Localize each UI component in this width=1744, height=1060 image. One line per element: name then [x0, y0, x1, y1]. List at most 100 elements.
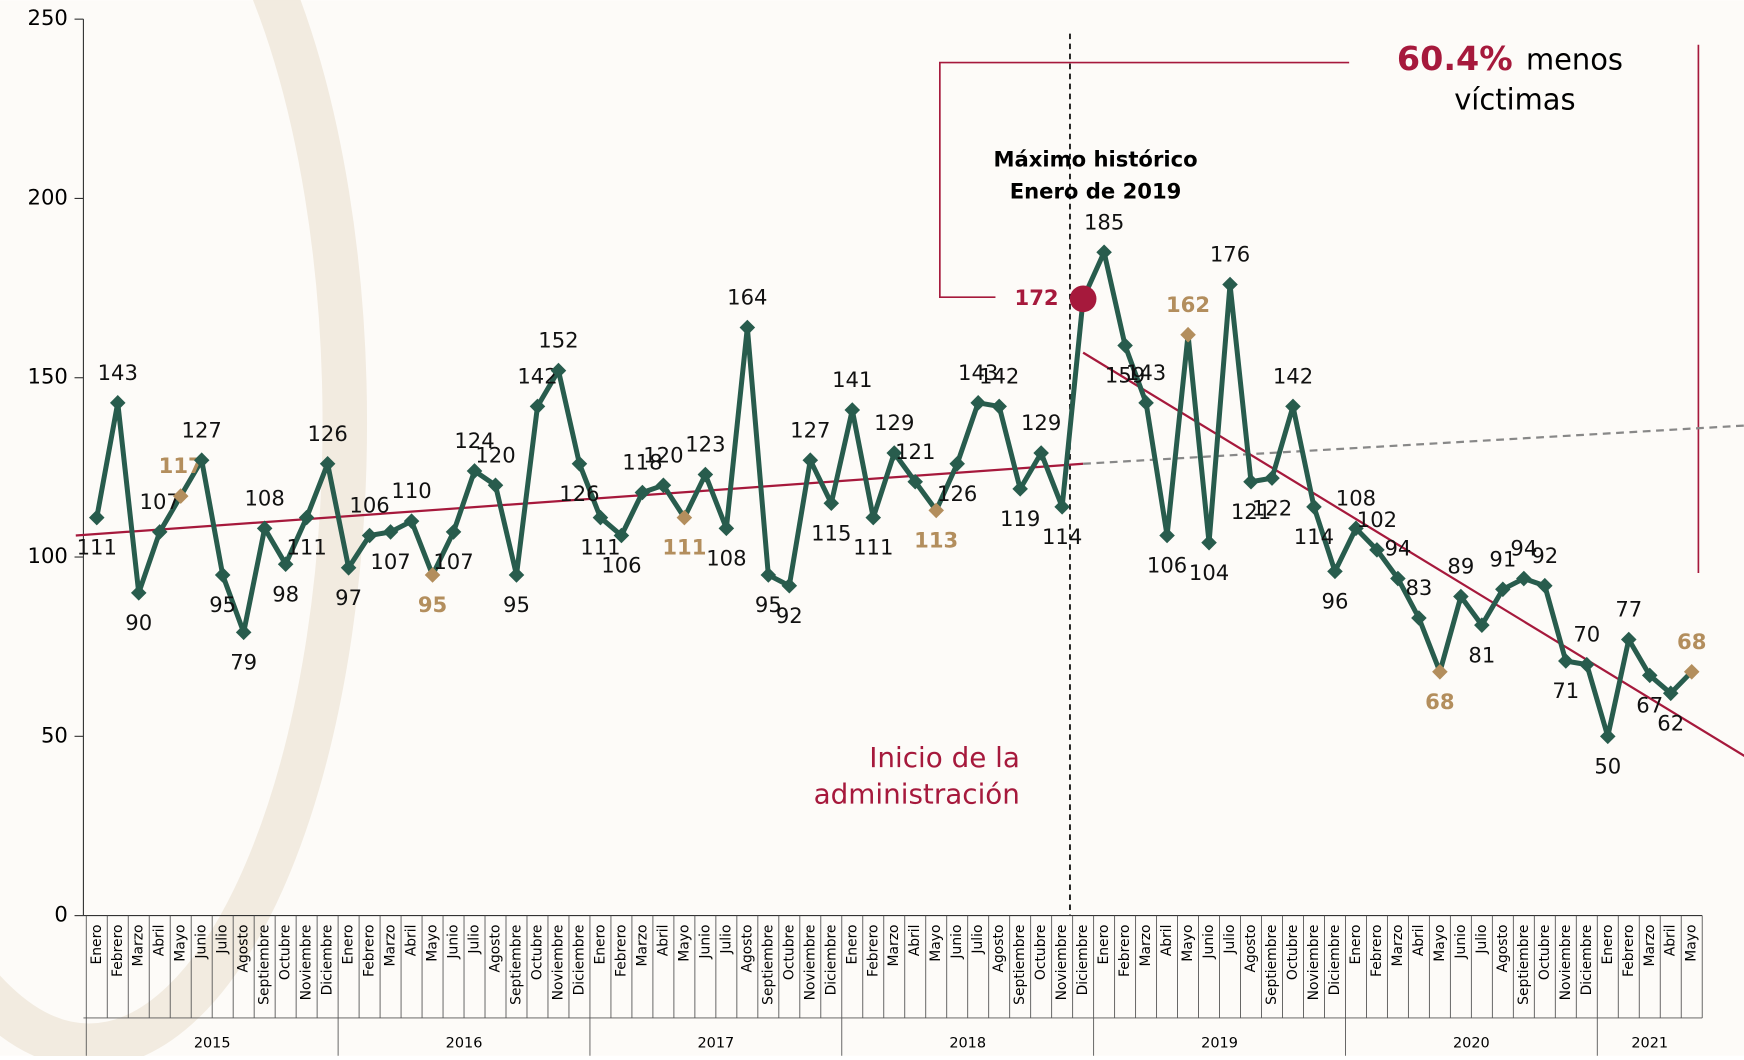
value-label: 120	[643, 442, 683, 467]
x-tick-label: Enero	[341, 925, 357, 965]
value-label: 143	[98, 360, 138, 385]
value-label: 92	[1531, 543, 1558, 568]
value-label: 143	[1126, 360, 1166, 385]
x-tick-label: Abril	[655, 925, 671, 957]
x-tick-label: Febrero	[613, 925, 629, 977]
value-label: 114	[1042, 524, 1082, 549]
x-tick-label: Julio	[215, 925, 231, 955]
value-label: 95	[503, 592, 530, 617]
x-tick-label: Mayo	[1684, 925, 1700, 962]
value-label: 97	[335, 585, 362, 610]
value-label: 79	[230, 649, 257, 674]
x-tick-label: Agosto	[488, 925, 504, 973]
x-tick-label: Abril	[404, 925, 420, 957]
x-tick-label: Marzo	[383, 925, 399, 967]
x-tick-label: Octubre	[1033, 925, 1049, 981]
x-tick-label: Agosto	[1495, 925, 1511, 973]
x-tick-label: Noviembre	[1054, 925, 1070, 1001]
x-tick-label: Febrero	[1369, 925, 1385, 977]
x-tick-label: Mayo	[1432, 925, 1448, 962]
x-tick-label: Mayo	[1180, 925, 1196, 962]
x-tick-label: Abril	[907, 925, 923, 957]
value-label: 142	[979, 364, 1019, 389]
x-tick-label: Octubre	[781, 925, 797, 981]
value-label: 162	[1166, 292, 1210, 317]
value-label: 141	[832, 367, 872, 392]
value-label: 81	[1468, 642, 1495, 667]
x-tick-label: Junio	[1453, 925, 1469, 960]
value-label: 122	[1252, 495, 1292, 520]
value-label: 90	[125, 610, 152, 635]
x-tick-label: Noviembre	[299, 925, 315, 1001]
x-tick-label: Septiembre	[760, 925, 776, 1005]
value-label: 111	[853, 535, 893, 560]
x-tick-label: Junio	[949, 925, 965, 960]
value-label: 126	[307, 421, 347, 446]
x-tick-label: Diciembre	[1075, 925, 1091, 996]
value-label: 127	[790, 417, 830, 442]
x-tick-label: Diciembre	[571, 925, 587, 996]
year-label: 2016	[446, 1036, 483, 1052]
x-tick-label: Mayo	[173, 925, 189, 962]
year-label: 2015	[194, 1036, 231, 1052]
value-label: 185	[1084, 209, 1124, 234]
y-tick-label: 0	[54, 902, 67, 927]
x-tick-label: Enero	[89, 925, 105, 965]
x-tick-label: Agosto	[991, 925, 1007, 973]
value-label: 111	[662, 535, 706, 560]
value-label: 127	[182, 417, 222, 442]
value-label: 68	[1425, 689, 1454, 714]
value-label: 107	[433, 549, 473, 574]
value-label: 95	[209, 592, 236, 617]
x-tick-label: Mayo	[425, 925, 441, 962]
x-tick-label: Marzo	[1642, 925, 1658, 967]
annotation: Inicio de la	[869, 741, 1020, 774]
x-tick-label: Diciembre	[1327, 925, 1343, 996]
value-label: 98	[272, 581, 299, 606]
x-tick-label: Marzo	[634, 925, 650, 967]
highlight-marker	[1070, 285, 1097, 312]
value-label: 95	[418, 592, 447, 617]
y-tick-label: 50	[41, 722, 68, 747]
value-label: 104	[1189, 560, 1229, 585]
x-tick-label: Agosto	[236, 925, 252, 973]
value-label: 115	[811, 520, 851, 545]
value-label: 77	[1615, 597, 1642, 622]
x-tick-label: Septiembre	[1264, 925, 1280, 1005]
x-tick-label: Agosto	[739, 925, 755, 973]
x-tick-label: Febrero	[1621, 925, 1637, 977]
value-label: 152	[538, 328, 578, 353]
value-label: 108	[706, 545, 746, 570]
value-label: 172	[1015, 285, 1059, 310]
x-tick-label: Febrero	[110, 925, 126, 977]
annotation: 60.4%	[1397, 39, 1513, 78]
value-label: 107	[140, 489, 180, 514]
annotation: Enero de 2019	[1010, 179, 1182, 204]
year-label: 2020	[1453, 1036, 1490, 1052]
value-label: 70	[1573, 622, 1600, 647]
year-label: 2017	[697, 1036, 734, 1052]
value-label: 96	[1322, 589, 1349, 614]
value-label: 126	[937, 481, 977, 506]
value-label: 129	[874, 410, 914, 435]
x-tick-label: Marzo	[131, 925, 147, 967]
value-label: 126	[559, 481, 599, 506]
value-label: 176	[1210, 242, 1250, 267]
year-label: 2019	[1201, 1036, 1238, 1052]
x-tick-label: Abril	[1663, 925, 1679, 957]
value-label: 119	[1000, 506, 1040, 531]
x-tick-label: Marzo	[1138, 925, 1154, 967]
x-tick-label: Octubre	[1285, 925, 1301, 981]
x-tick-label: Julio	[1474, 925, 1490, 955]
x-tick-label: Abril	[1159, 925, 1175, 957]
y-tick-label: 200	[28, 184, 68, 209]
value-label: 111	[77, 535, 117, 560]
value-label: 106	[601, 553, 641, 578]
x-tick-label: Enero	[844, 925, 860, 965]
value-label: 106	[349, 493, 389, 518]
value-label: 123	[685, 432, 725, 457]
x-tick-label: Julio	[467, 925, 483, 955]
x-tick-label: Enero	[1600, 925, 1616, 965]
value-label: 50	[1594, 753, 1621, 778]
annotation: víctimas	[1454, 82, 1575, 116]
